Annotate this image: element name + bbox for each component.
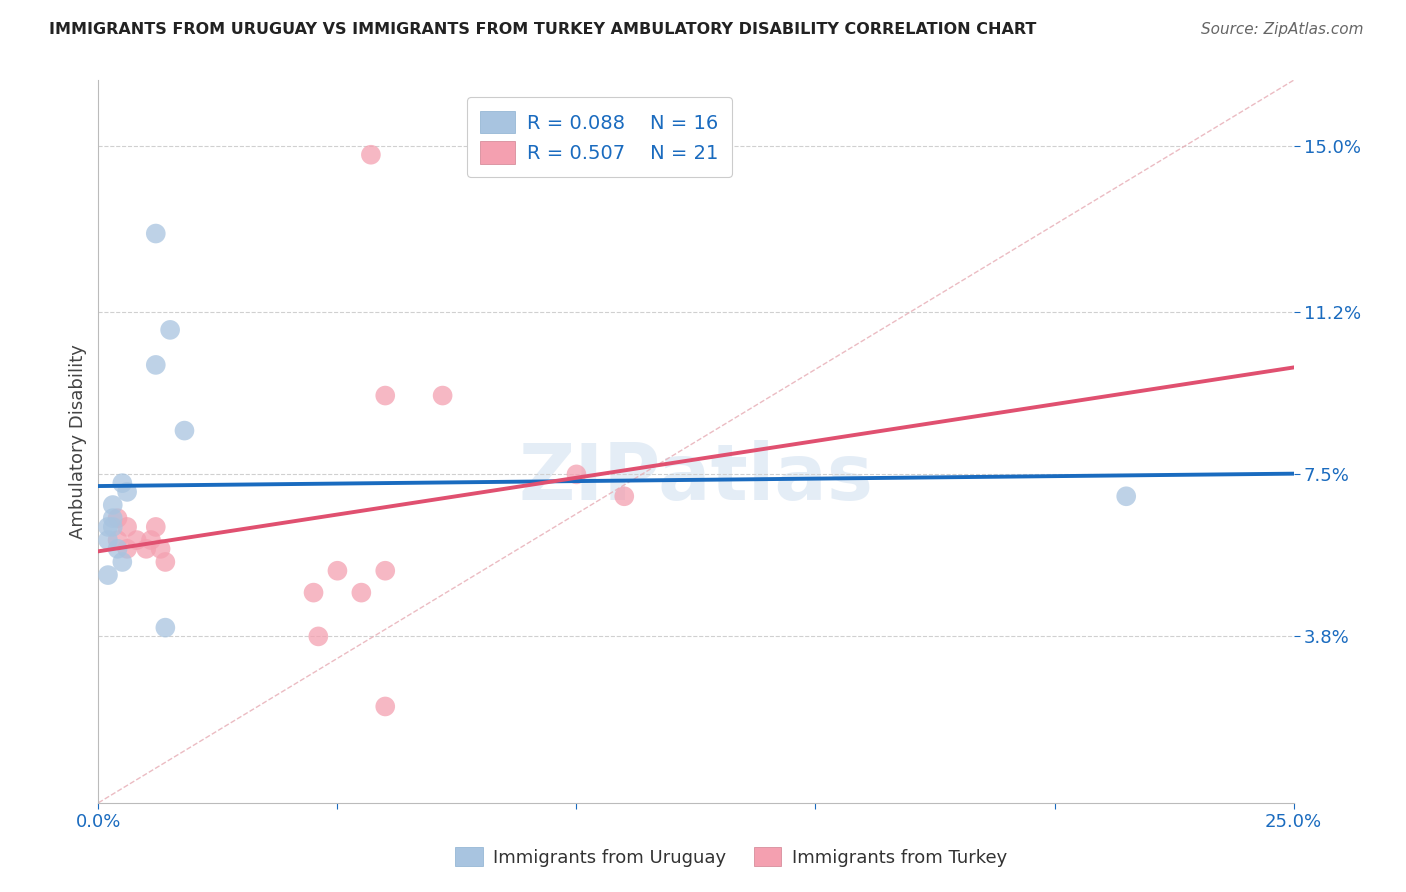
Legend: Immigrants from Uruguay, Immigrants from Turkey: Immigrants from Uruguay, Immigrants from… [449,840,1014,874]
Point [135,541,157,556]
Point [125,533,148,547]
Point [107,511,129,525]
Point [115,541,138,556]
Point [115,484,138,499]
Point [97,568,120,582]
Point [1115,489,1137,503]
Point [101,511,124,525]
Point [107,541,129,556]
Point [360,147,382,161]
Point [173,424,195,438]
Point [307,629,329,643]
Point [350,585,373,599]
Point [374,699,396,714]
Point [101,498,124,512]
Point [155,621,177,635]
Point [115,520,138,534]
Point [302,585,325,599]
Point [374,388,396,402]
Point [111,476,134,491]
Point [107,533,129,547]
Point [101,520,124,534]
Point [97,533,120,547]
Y-axis label: Ambulatory Disability: Ambulatory Disability [69,344,87,539]
Point [111,555,134,569]
Point [149,541,172,556]
Point [374,564,396,578]
Point [145,358,167,372]
Point [139,533,162,547]
Legend: R = 0.088    N = 16, R = 0.507    N = 21: R = 0.088 N = 16, R = 0.507 N = 21 [467,97,733,178]
Point [565,467,588,482]
Point [145,227,167,241]
Point [159,323,181,337]
Point [326,564,349,578]
Text: Source: ZipAtlas.com: Source: ZipAtlas.com [1201,22,1364,37]
Point [155,555,177,569]
Text: IMMIGRANTS FROM URUGUAY VS IMMIGRANTS FROM TURKEY AMBULATORY DISABILITY CORRELAT: IMMIGRANTS FROM URUGUAY VS IMMIGRANTS FR… [49,22,1036,37]
Point [145,520,167,534]
Point [432,388,454,402]
Text: ZIPatlas: ZIPatlas [519,440,873,516]
Point [97,520,120,534]
Point [613,489,636,503]
